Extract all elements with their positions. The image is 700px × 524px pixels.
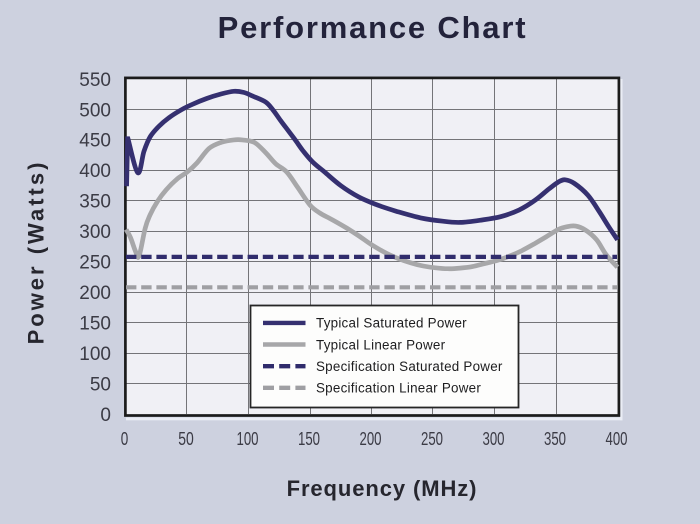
svg-text:150: 150 — [298, 429, 320, 449]
svg-text:200: 200 — [79, 283, 111, 304]
svg-text:350: 350 — [79, 192, 111, 213]
svg-text:Typical Saturated Power: Typical Saturated Power — [316, 316, 467, 331]
svg-text:350: 350 — [544, 429, 566, 449]
svg-text:400: 400 — [79, 161, 111, 182]
svg-text:250: 250 — [421, 429, 443, 449]
svg-text:450: 450 — [79, 131, 111, 152]
svg-text:Specification Linear Power: Specification Linear Power — [316, 381, 481, 396]
svg-text:Typical Linear Power: Typical Linear Power — [316, 337, 446, 352]
svg-text:500: 500 — [79, 100, 111, 121]
svg-text:0: 0 — [121, 429, 129, 449]
svg-text:300: 300 — [79, 222, 111, 243]
svg-text:50: 50 — [90, 374, 111, 395]
svg-text:Specification Saturated Power: Specification Saturated Power — [316, 359, 503, 374]
svg-text:150: 150 — [79, 313, 111, 334]
svg-text:100: 100 — [237, 429, 259, 449]
svg-text:50: 50 — [178, 429, 194, 449]
svg-text:250: 250 — [79, 253, 111, 274]
svg-text:0: 0 — [100, 405, 111, 426]
svg-text:Power (Watts): Power (Watts) — [24, 160, 49, 345]
svg-text:400: 400 — [606, 429, 628, 449]
svg-text:Performance Chart: Performance Chart — [218, 10, 528, 45]
svg-text:550: 550 — [79, 70, 111, 91]
svg-text:200: 200 — [360, 429, 382, 449]
svg-text:100: 100 — [79, 344, 111, 365]
svg-text:Frequency (MHz): Frequency (MHz) — [287, 476, 478, 501]
svg-text:300: 300 — [483, 429, 505, 449]
